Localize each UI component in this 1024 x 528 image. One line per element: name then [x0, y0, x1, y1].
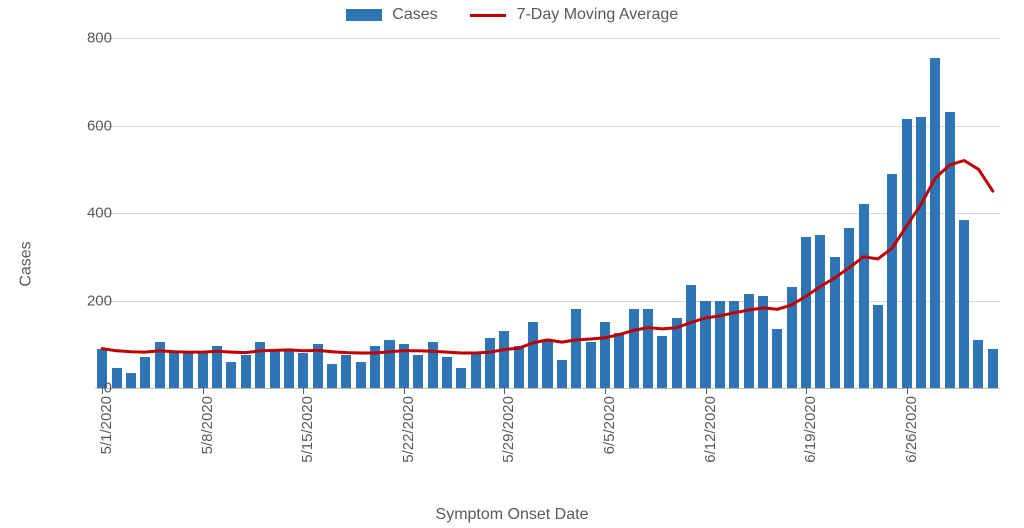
- x-tick-label: 6/12/2020: [702, 396, 719, 463]
- x-tick-label: 6/26/2020: [903, 396, 920, 463]
- x-tick-mark: [907, 388, 908, 394]
- legend-cases-label: Cases: [392, 6, 437, 23]
- avg-swatch: [470, 14, 506, 17]
- y-axis-label: Cases: [18, 241, 36, 286]
- x-tick-label: 5/8/2020: [199, 396, 216, 454]
- x-axis-label: Symptom Onset Date: [0, 506, 1024, 524]
- plot-area: [95, 38, 1000, 389]
- x-tick-mark: [404, 388, 405, 394]
- x-tick-mark: [203, 388, 204, 394]
- x-tick-mark: [303, 388, 304, 394]
- x-tick-mark: [102, 388, 103, 394]
- x-tick-label: 6/19/2020: [802, 396, 819, 463]
- cases-swatch: [346, 9, 382, 21]
- x-tick-label: 5/1/2020: [98, 396, 115, 454]
- x-tick-mark: [605, 388, 606, 394]
- x-tick-mark: [504, 388, 505, 394]
- x-tick-label: 5/29/2020: [500, 396, 517, 463]
- cases-chart: Cases 7-Day Moving Average Cases Symptom…: [0, 0, 1024, 528]
- x-tick-mark: [806, 388, 807, 394]
- legend: Cases 7-Day Moving Average: [0, 6, 1024, 24]
- moving-average-line: [95, 38, 1000, 388]
- x-tick-label: 5/22/2020: [400, 396, 417, 463]
- x-tick-label: 5/15/2020: [299, 396, 316, 463]
- x-tick-mark: [706, 388, 707, 394]
- legend-avg-label: 7-Day Moving Average: [517, 6, 679, 23]
- x-tick-label: 6/5/2020: [601, 396, 618, 454]
